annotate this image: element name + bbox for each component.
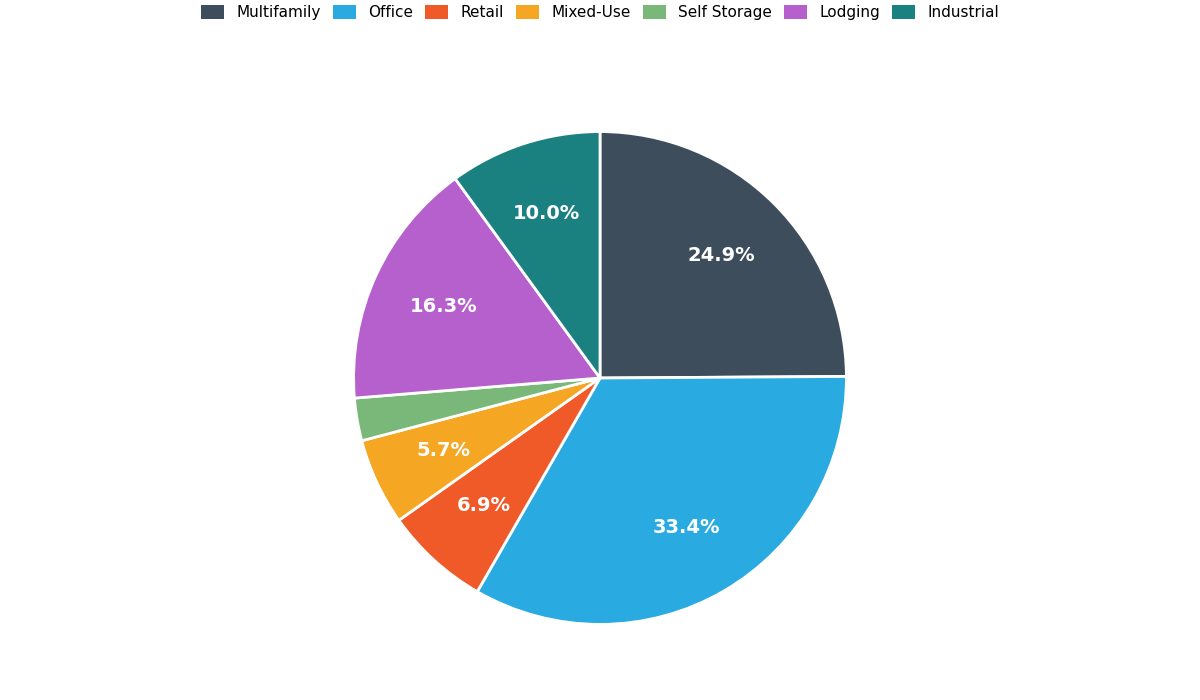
Text: 10.0%: 10.0% [514, 204, 581, 223]
Wedge shape [354, 378, 600, 441]
Legend: Multifamily, Office, Retail, Mixed-Use, Self Storage, Lodging, Industrial: Multifamily, Office, Retail, Mixed-Use, … [193, 0, 1007, 28]
Text: 5.7%: 5.7% [416, 442, 470, 461]
Wedge shape [455, 132, 600, 378]
Text: 24.9%: 24.9% [688, 246, 755, 265]
Wedge shape [398, 378, 600, 592]
Wedge shape [600, 132, 846, 378]
Wedge shape [354, 178, 600, 398]
Text: 6.9%: 6.9% [457, 496, 511, 515]
Wedge shape [361, 378, 600, 520]
Wedge shape [478, 377, 846, 624]
Text: 33.4%: 33.4% [653, 517, 721, 536]
Text: 16.3%: 16.3% [409, 297, 478, 316]
